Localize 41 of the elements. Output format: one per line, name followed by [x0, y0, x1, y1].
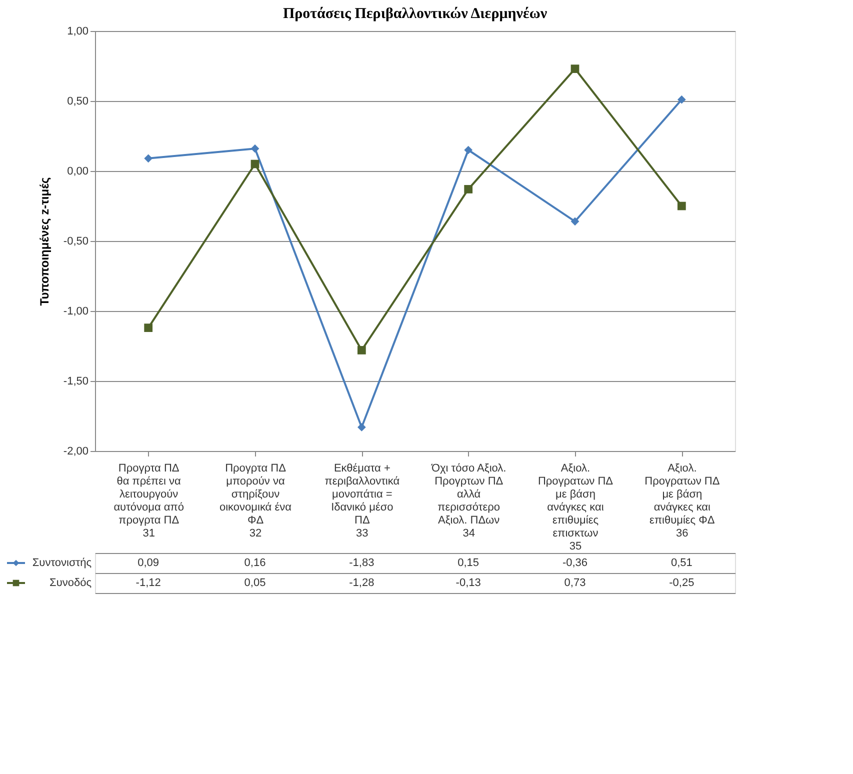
- data-label: 0,05: [244, 577, 266, 589]
- x-tick-label: Αξιολ. Προγρατων ΠΔ με βάση ανάγκες και επιθυμίες επισκτων 35: [538, 462, 614, 552]
- data-label: 0,51: [670, 557, 692, 569]
- point: [570, 217, 580, 226]
- point: [677, 95, 686, 104]
- y-tick-label: -2,00: [63, 446, 88, 458]
- y-tick-label: -1,50: [63, 376, 88, 388]
- data-label: -0,25: [669, 577, 694, 589]
- point: [144, 324, 153, 332]
- data-label: 0,15: [458, 557, 480, 569]
- point: [250, 160, 260, 168]
- data-label: -1,28: [349, 577, 374, 589]
- x-tick-label: Όχι τόσο Αξιολ. Προγρτων ΠΔ αλλά περισσότερο Αξιολ. ΠΔων 34: [430, 462, 506, 540]
- data-label: 0,73: [564, 577, 586, 589]
- point: [357, 423, 366, 432]
- y-tick-label: 1,00: [67, 26, 88, 38]
- y-tick-label: -1,00: [63, 306, 88, 318]
- point: [144, 154, 153, 163]
- data-label: -1,12: [136, 577, 161, 589]
- point: [570, 64, 580, 73]
- point: [250, 144, 260, 153]
- data-label: 0,16: [244, 557, 266, 569]
- data-label: -0,36: [562, 557, 588, 569]
- x-tick-label: Εκθέματα + περιβαλλοντικά μονοπάτια = Ιδανικό μέσο ΠΔ 33: [324, 462, 400, 540]
- data-label: 0,09: [138, 557, 160, 569]
- y-tick-label: 0,50: [67, 96, 88, 108]
- x-tick-label: Αξιολ. Προγρατων ΠΔ με βάση ανάγκες και επιθυμίες ΦΔ 36: [644, 462, 720, 540]
- point: [464, 185, 473, 194]
- data-label: -1,83: [349, 557, 374, 569]
- chart-title: Προτάσεις Περιβαλλοντικών Διερμηνέων: [282, 6, 548, 22]
- point: [357, 346, 366, 354]
- y-tick-label: -0,50: [63, 236, 88, 248]
- x-tick-label: Προγρτα ΠΔ θα πρέπει να λειτουργούν αυτόνομα από προγρτα ΠΔ 31: [114, 462, 184, 540]
- legend-label: Συντονιστής: [32, 557, 92, 569]
- data-label: -0,13: [456, 577, 481, 589]
- point: [677, 202, 686, 210]
- legend-label: Συνοδός: [50, 577, 92, 589]
- y-axis-title: Τυποποιημένες z-τιμές: [37, 177, 52, 306]
- y-tick-label: 0,00: [67, 166, 88, 178]
- x-tick-label: Προγρτα ΠΔ μπορούν να στηρίξουν οικονομικά ένα ΦΔ 32: [220, 462, 292, 540]
- point: [464, 146, 473, 154]
